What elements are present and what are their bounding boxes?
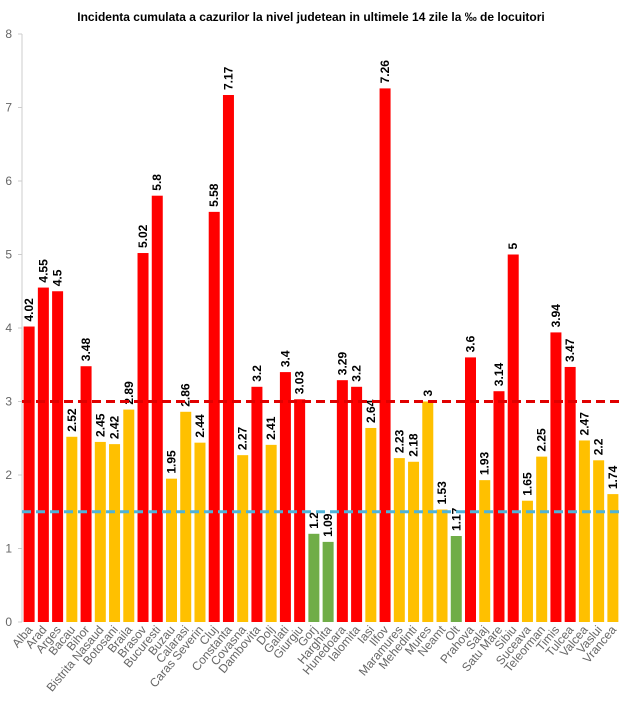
bar bbox=[237, 455, 249, 622]
data-label: 2.41 bbox=[264, 416, 278, 440]
data-label: 5.02 bbox=[136, 224, 150, 248]
data-label: 5.58 bbox=[207, 183, 221, 207]
bar bbox=[351, 386, 363, 622]
bar bbox=[208, 211, 220, 622]
bar bbox=[294, 399, 306, 622]
y-tick-label: 8 bbox=[5, 27, 12, 41]
data-label: 2.23 bbox=[392, 429, 406, 453]
y-tick-label: 3 bbox=[5, 395, 12, 409]
y-tick-label: 6 bbox=[5, 174, 12, 188]
bar bbox=[109, 444, 121, 622]
data-label: 2.45 bbox=[93, 413, 107, 437]
y-tick-label: 4 bbox=[5, 321, 12, 335]
data-label: 3.2 bbox=[350, 365, 364, 382]
bar bbox=[194, 442, 206, 622]
bar bbox=[578, 440, 590, 622]
bar bbox=[37, 287, 49, 622]
data-label: 3.94 bbox=[549, 304, 563, 328]
bar bbox=[393, 458, 405, 622]
data-label: 2.64 bbox=[364, 399, 378, 423]
data-label: 5.8 bbox=[150, 174, 164, 191]
bar bbox=[593, 460, 605, 622]
data-label: 1.53 bbox=[435, 481, 449, 505]
data-label: 3.48 bbox=[79, 338, 93, 362]
data-label: 2.89 bbox=[122, 381, 136, 405]
bar bbox=[23, 326, 35, 622]
chart-title: Incidenta cumulata a cazurilor la nivel … bbox=[77, 10, 544, 24]
bar bbox=[222, 95, 234, 622]
data-label: 4.02 bbox=[22, 298, 36, 322]
data-label: 1.95 bbox=[165, 450, 179, 474]
data-label: 3 bbox=[421, 390, 435, 397]
bar bbox=[123, 409, 135, 622]
bar bbox=[379, 88, 391, 622]
bar bbox=[436, 509, 448, 622]
data-label: 3.03 bbox=[293, 371, 307, 395]
data-label: 7.17 bbox=[221, 66, 235, 90]
data-label: 3.47 bbox=[563, 338, 577, 362]
bar bbox=[336, 380, 348, 622]
data-label: 2.52 bbox=[65, 408, 79, 432]
bar bbox=[52, 291, 64, 622]
data-label: 1.2 bbox=[307, 512, 321, 529]
bar bbox=[137, 253, 149, 622]
bar bbox=[607, 494, 619, 622]
bar bbox=[322, 541, 334, 622]
y-tick-label: 1 bbox=[5, 542, 12, 556]
y-tick-label: 0 bbox=[5, 615, 12, 629]
bar bbox=[465, 357, 476, 622]
data-label: 3.2 bbox=[250, 365, 264, 382]
bar bbox=[80, 366, 92, 622]
data-label: 3.4 bbox=[278, 350, 292, 367]
data-label: 2.18 bbox=[407, 433, 421, 457]
data-label: 1.93 bbox=[478, 451, 492, 475]
data-label: 2.47 bbox=[577, 412, 591, 436]
data-label: 3.6 bbox=[464, 335, 478, 352]
bar bbox=[66, 436, 78, 622]
data-label: 2.2 bbox=[592, 438, 606, 455]
bar bbox=[166, 478, 177, 622]
bar bbox=[408, 461, 420, 622]
data-label: 3.29 bbox=[335, 352, 349, 376]
bar bbox=[422, 401, 434, 622]
bar bbox=[265, 444, 277, 622]
data-label: 2.25 bbox=[535, 428, 549, 452]
bar bbox=[308, 533, 320, 622]
data-label: 1.65 bbox=[520, 472, 534, 496]
bar bbox=[450, 536, 462, 622]
data-label: 2.27 bbox=[236, 426, 250, 450]
y-tick-label: 7 bbox=[5, 101, 12, 115]
bar bbox=[479, 480, 491, 622]
bar bbox=[550, 332, 562, 622]
bar bbox=[521, 500, 533, 622]
data-label: 1.74 bbox=[606, 465, 620, 489]
data-label: 7.26 bbox=[378, 60, 392, 84]
data-label: 3.14 bbox=[492, 363, 506, 387]
bar bbox=[180, 411, 192, 622]
y-tick-label: 5 bbox=[5, 248, 12, 262]
data-label: 4.55 bbox=[36, 259, 50, 283]
bar bbox=[536, 456, 548, 622]
data-label: 5 bbox=[506, 243, 520, 250]
y-tick-label: 2 bbox=[5, 468, 12, 482]
data-label: 1.09 bbox=[321, 513, 335, 537]
bar bbox=[251, 386, 263, 622]
bar bbox=[564, 366, 576, 622]
bar bbox=[151, 195, 163, 622]
bar bbox=[493, 391, 505, 622]
data-label: 2.42 bbox=[108, 415, 122, 439]
bar bbox=[365, 427, 377, 622]
bar bbox=[279, 372, 291, 622]
data-label: 2.86 bbox=[179, 383, 193, 407]
bar bbox=[507, 254, 519, 622]
data-label: 4.5 bbox=[51, 269, 65, 286]
data-label: 2.44 bbox=[193, 414, 207, 438]
bar bbox=[94, 441, 106, 622]
